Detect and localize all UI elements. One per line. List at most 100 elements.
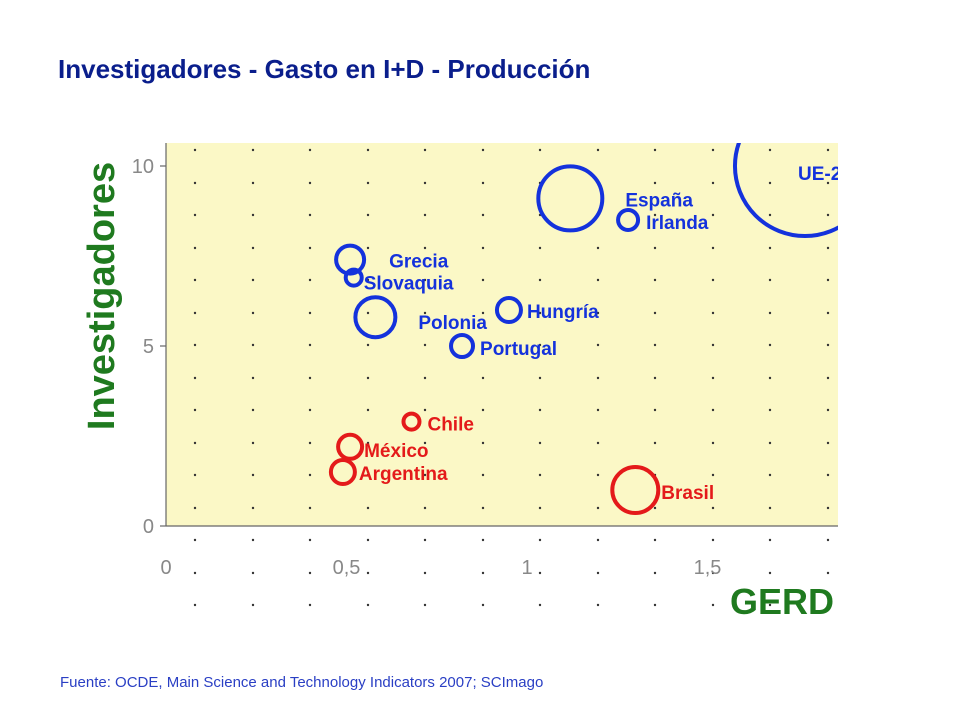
grid-dot xyxy=(711,278,715,282)
grid-dot xyxy=(366,571,370,575)
grid-dot xyxy=(251,506,255,510)
grid-dot xyxy=(308,343,312,347)
grid-dot xyxy=(481,473,485,477)
grid-dot xyxy=(251,408,255,412)
grid-dot xyxy=(308,441,312,445)
grid-dot xyxy=(826,148,830,152)
grid-dot xyxy=(538,473,542,477)
grid-dot xyxy=(193,441,197,445)
grid-dot xyxy=(193,408,197,412)
grid-dot xyxy=(251,376,255,380)
bubble-hungria xyxy=(494,296,523,324)
grid-dot xyxy=(251,311,255,315)
grid-dot xyxy=(538,538,542,542)
grid-dot xyxy=(653,603,657,607)
grid-dot xyxy=(538,441,542,445)
grid-dot xyxy=(308,311,312,315)
grid-dot xyxy=(768,213,772,217)
grid-dot xyxy=(768,376,772,380)
grid-dot xyxy=(423,408,427,412)
grid-dot xyxy=(481,213,485,217)
grid-dot xyxy=(366,603,370,607)
grid-dot xyxy=(251,213,255,217)
bubble-irlanda xyxy=(616,208,641,232)
grid-dot xyxy=(481,376,485,380)
bubble-label-mexico: México xyxy=(364,441,428,462)
grid-dot xyxy=(826,343,830,347)
plot-background xyxy=(166,143,838,526)
grid-dot xyxy=(193,603,197,607)
bubble-label-grecia: Grecia xyxy=(389,252,449,273)
grid-dot xyxy=(308,278,312,282)
grid-dot xyxy=(826,441,830,445)
grid-dot xyxy=(366,506,370,510)
slide-title: Investigadores - Gasto en I+D - Producci… xyxy=(58,54,591,84)
bubble-label-espana: España xyxy=(625,190,693,211)
grid-dot xyxy=(481,246,485,250)
grid-dot xyxy=(481,441,485,445)
grid-dot xyxy=(308,181,312,185)
grid-dot xyxy=(768,441,772,445)
bubble-label-ue-27: UE-27 xyxy=(798,164,852,185)
grid-dot xyxy=(423,538,427,542)
grid-dot xyxy=(826,408,830,412)
grid-dot xyxy=(481,603,485,607)
grid-dot xyxy=(193,246,197,250)
grid-dot xyxy=(826,311,830,315)
grid-dot xyxy=(481,311,485,315)
x-tick-label: 1,5 xyxy=(694,557,722,579)
grid-dot xyxy=(768,571,772,575)
grid-dot xyxy=(423,246,427,250)
grid-dot xyxy=(481,148,485,152)
grid-dot xyxy=(826,181,830,185)
grid-dot xyxy=(653,246,657,250)
grid-dot xyxy=(768,148,772,152)
grid-dot xyxy=(826,213,830,217)
grid-dot xyxy=(653,278,657,282)
grid-dot xyxy=(826,506,830,510)
grid-dot xyxy=(653,538,657,542)
grid-dot xyxy=(711,506,715,510)
grid-dot xyxy=(596,506,600,510)
grid-dot xyxy=(366,181,370,185)
bubble-label-slovaquia: Slovaquia xyxy=(364,274,454,295)
grid-dot xyxy=(481,343,485,347)
grid-dot xyxy=(251,603,255,607)
grid-dot xyxy=(768,506,772,510)
grid-dot xyxy=(308,473,312,477)
grid-dot xyxy=(768,408,772,412)
bubble-ue-27 xyxy=(732,143,838,238)
grid-dot xyxy=(366,311,370,315)
grid-dot xyxy=(251,343,255,347)
y-axis-label: Investigadores xyxy=(81,162,123,430)
grid-dot xyxy=(653,571,657,575)
x-axis-label: GERD xyxy=(730,581,834,622)
grid-dot xyxy=(308,213,312,217)
grid-dot xyxy=(596,246,600,250)
grid-dot xyxy=(653,506,657,510)
grid-dot xyxy=(251,571,255,575)
grid-dot xyxy=(193,148,197,152)
grid-dot xyxy=(826,278,830,282)
grid-dot xyxy=(826,571,830,575)
grid-dot xyxy=(711,441,715,445)
bubble-label-argentina: Argentina xyxy=(359,464,448,485)
grid-dot xyxy=(653,343,657,347)
bubble-label-chile: Chile xyxy=(427,415,473,436)
bubble-label-hungria: Hungría xyxy=(527,302,599,323)
grid-dot xyxy=(423,148,427,152)
grid-dot xyxy=(538,148,542,152)
grid-dot xyxy=(826,246,830,250)
grid-dot xyxy=(596,311,600,315)
grid-dot xyxy=(308,148,312,152)
grid-dot xyxy=(193,473,197,477)
grid-dot xyxy=(711,181,715,185)
grid-dot xyxy=(653,376,657,380)
grid-dot xyxy=(711,311,715,315)
grid-dot xyxy=(768,343,772,347)
x-tick-label: 0,5 xyxy=(333,557,361,579)
grid-dot xyxy=(308,538,312,542)
grid-dot xyxy=(538,506,542,510)
grid-dot xyxy=(423,213,427,217)
